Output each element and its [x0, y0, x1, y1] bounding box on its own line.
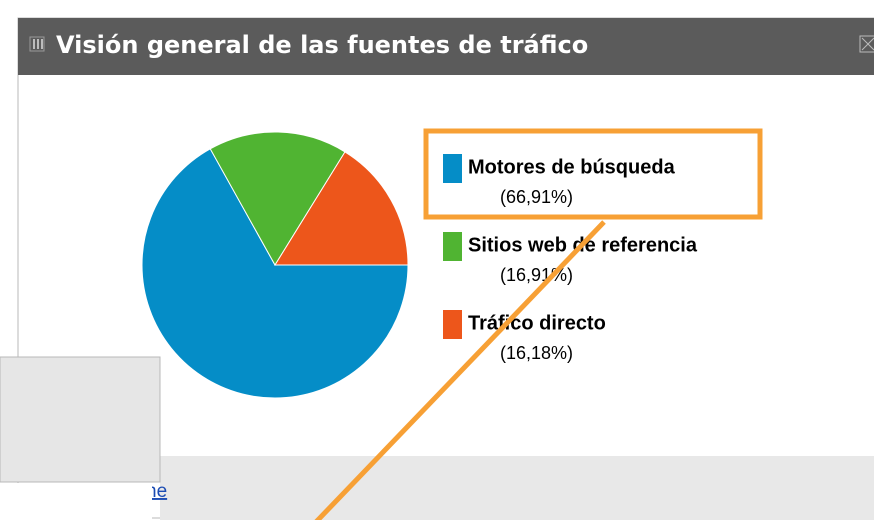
widget-title: Visión general de las fuentes de tráfico: [56, 31, 588, 59]
footer-bar: [160, 456, 874, 520]
pie: [141, 131, 409, 399]
highlight-box: [423, 128, 763, 220]
legend-label: Tráfico directo: [468, 312, 606, 334]
widget-header: [18, 18, 874, 75]
pie-slice: [141, 148, 409, 399]
legend-swatch: [443, 310, 462, 339]
drag-handle[interactable]: [29, 36, 45, 52]
close-button[interactable]: [859, 35, 874, 53]
callout-line: [314, 220, 606, 520]
legend-value: (66,91%): [500, 187, 573, 207]
legend: Motores de búsqueda(66,91%)Sitios web de…: [443, 154, 698, 363]
overlay-panel: [0, 356, 161, 483]
legend-swatch: [443, 232, 462, 261]
pie-slice: [274, 151, 409, 266]
pie-slice: [209, 131, 346, 266]
legend-label: Motores de búsqueda: [468, 156, 676, 178]
legend-swatch: [443, 154, 462, 183]
legend-value: (16,18%): [500, 343, 573, 363]
overlay-white: [0, 483, 152, 520]
